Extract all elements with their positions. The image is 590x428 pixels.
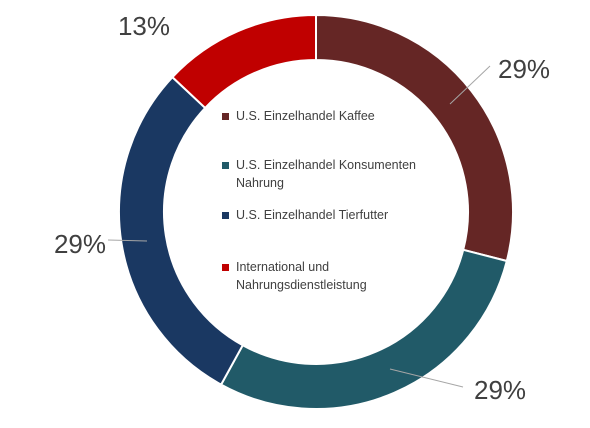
data-label-3: 29% bbox=[54, 229, 106, 259]
legend-entry-1: U.S. Einzelhandel Kaffee bbox=[236, 109, 375, 123]
legend-entry-2: U.S. Einzelhandel Konsumenten Nahrung bbox=[236, 158, 416, 190]
donut-slice-4 bbox=[170, 13, 317, 110]
legend-marker-2 bbox=[222, 162, 229, 169]
leader-lines bbox=[107, 65, 491, 388]
legend-marker-3 bbox=[222, 212, 229, 219]
donut-slices bbox=[118, 13, 514, 410]
leader-line-3 bbox=[107, 239, 148, 242]
legend-entry-2-line-2: Nahrung bbox=[236, 176, 284, 190]
donut-slice-3 bbox=[118, 75, 245, 386]
legend-entry-4-line-2: Nahrungsdienstleistung bbox=[236, 278, 367, 292]
data-label-1: 29% bbox=[498, 54, 550, 84]
donut-slice-1 bbox=[315, 13, 514, 263]
leader-line-1 bbox=[449, 65, 491, 105]
leader-line-2 bbox=[389, 368, 464, 388]
data-label-4: 13% bbox=[118, 11, 170, 41]
legend-marker-4 bbox=[222, 264, 229, 271]
legend-entry-1-line-1: U.S. Einzelhandel Kaffee bbox=[236, 109, 375, 123]
data-labels: 29% 29% 29% 13% bbox=[54, 11, 550, 405]
legend-entry-3: U.S. Einzelhandel Tierfutter bbox=[236, 208, 388, 222]
legend-marker-1 bbox=[222, 113, 229, 120]
legend-entry-2-line-1: U.S. Einzelhandel Konsumenten bbox=[236, 158, 416, 172]
legend-entry-4: International und Nahrungsdienstleistung bbox=[236, 260, 367, 292]
legend-entry-3-line-1: U.S. Einzelhandel Tierfutter bbox=[236, 208, 388, 222]
data-label-2: 29% bbox=[474, 375, 526, 405]
legend-entry-4-line-1: International und bbox=[236, 260, 329, 274]
legend: U.S. Einzelhandel Kaffee U.S. Einzelhande… bbox=[222, 109, 416, 292]
